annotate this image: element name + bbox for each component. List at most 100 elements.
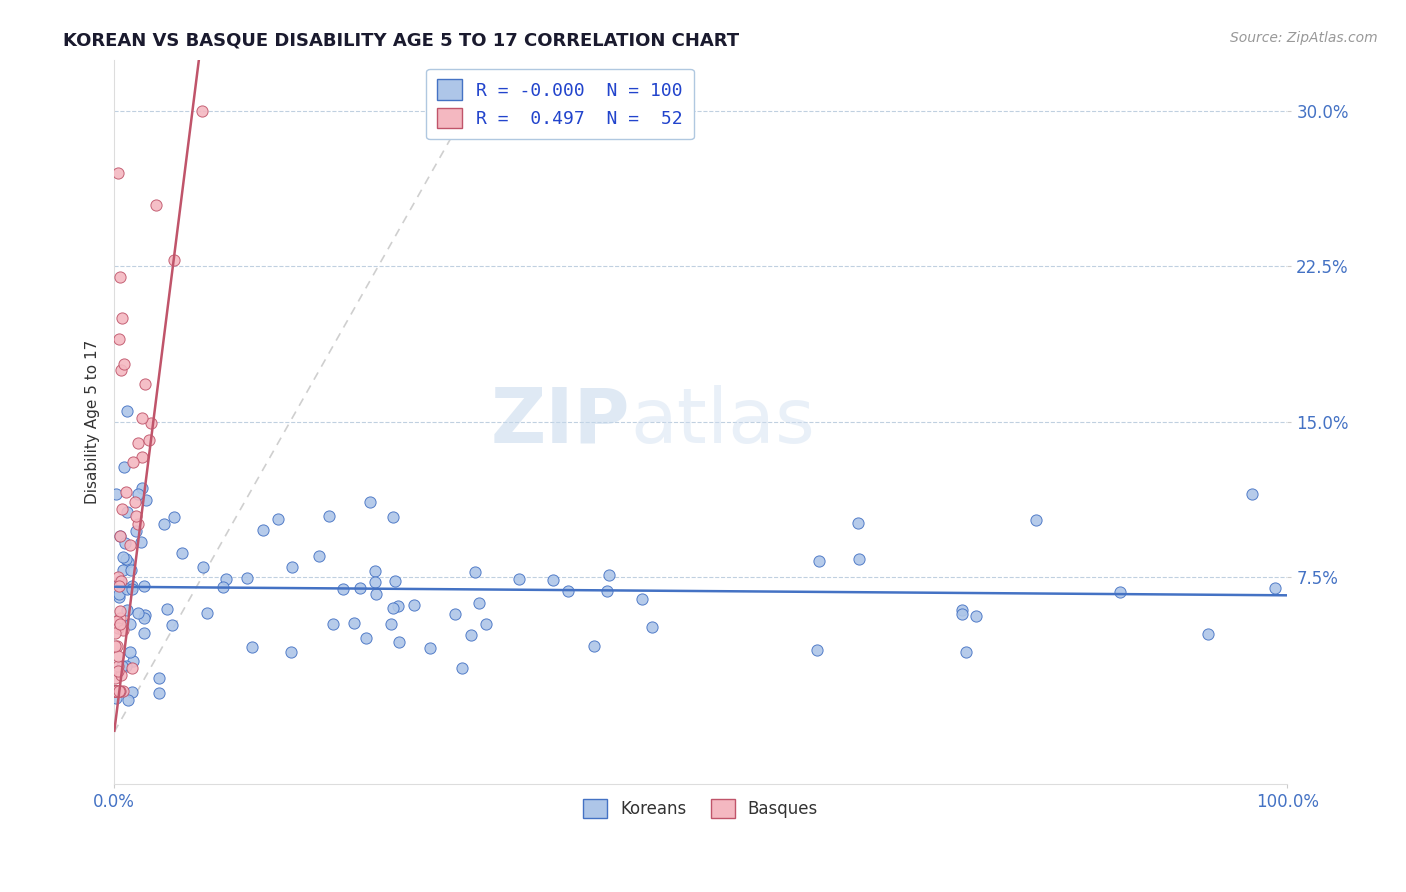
Point <box>163 253 186 268</box>
Point <box>110 529 132 543</box>
Point <box>131 410 153 425</box>
Point <box>108 683 131 698</box>
Point <box>110 604 132 618</box>
Point <box>105 640 128 654</box>
Point <box>117 693 139 707</box>
Point <box>132 579 155 593</box>
Point <box>464 565 486 579</box>
Point <box>110 574 132 588</box>
Point <box>450 661 472 675</box>
Text: ZIP: ZIP <box>491 384 630 458</box>
Point <box>108 683 131 698</box>
Point <box>115 505 138 519</box>
Point <box>105 614 128 628</box>
Point <box>252 523 274 537</box>
Point <box>104 639 127 653</box>
Point <box>104 683 127 698</box>
Point <box>107 659 129 673</box>
Point <box>107 648 129 663</box>
Point <box>105 487 128 501</box>
Point <box>281 559 304 574</box>
Y-axis label: Disability Age 5 to 17: Disability Age 5 to 17 <box>86 340 100 504</box>
Point <box>131 481 153 495</box>
Point <box>118 538 141 552</box>
Point <box>848 552 870 566</box>
Point <box>108 269 131 284</box>
Point <box>349 581 371 595</box>
Point <box>134 376 156 391</box>
Point <box>134 626 156 640</box>
Point <box>356 631 378 645</box>
Point <box>1025 513 1047 527</box>
Point <box>163 509 186 524</box>
Point <box>105 683 128 698</box>
Point <box>364 564 387 578</box>
Point <box>381 600 404 615</box>
Point <box>110 529 132 543</box>
Point <box>170 546 193 560</box>
Point <box>631 592 654 607</box>
Point <box>404 599 426 613</box>
Point <box>808 554 831 568</box>
Point <box>104 626 127 640</box>
Point <box>846 516 869 531</box>
Point <box>120 617 142 632</box>
Point <box>115 659 138 673</box>
Point <box>156 602 179 616</box>
Point <box>114 536 136 550</box>
Point <box>108 610 131 624</box>
Point <box>129 535 152 549</box>
Point <box>107 587 129 601</box>
Point <box>125 524 148 538</box>
Point <box>1109 584 1132 599</box>
Point <box>359 495 381 509</box>
Point <box>127 517 149 532</box>
Point <box>110 574 132 588</box>
Point <box>215 572 238 586</box>
Point <box>120 563 142 577</box>
Point <box>117 555 139 569</box>
Point <box>419 641 441 656</box>
Point <box>104 683 127 698</box>
Point <box>118 644 141 658</box>
Point <box>112 460 135 475</box>
Point <box>641 620 664 634</box>
Point <box>364 587 387 601</box>
Text: Source: ZipAtlas.com: Source: ZipAtlas.com <box>1230 31 1378 45</box>
Point <box>114 357 136 371</box>
Point <box>111 501 134 516</box>
Point <box>332 582 354 596</box>
Point <box>115 404 138 418</box>
Point <box>121 579 143 593</box>
Point <box>322 616 344 631</box>
Point <box>127 606 149 620</box>
Legend: Koreans, Basques: Koreans, Basques <box>575 790 827 826</box>
Point <box>108 683 131 698</box>
Point <box>107 580 129 594</box>
Point <box>950 607 973 621</box>
Point <box>387 599 409 614</box>
Point <box>115 551 138 566</box>
Point <box>541 573 564 587</box>
Point <box>308 549 330 563</box>
Point <box>121 660 143 674</box>
Point <box>112 562 135 576</box>
Point <box>124 495 146 509</box>
Point <box>104 690 127 705</box>
Point <box>115 582 138 597</box>
Point <box>318 508 340 523</box>
Point <box>104 671 127 685</box>
Point <box>104 683 127 698</box>
Point <box>460 627 482 641</box>
Point <box>122 654 145 668</box>
Point <box>388 635 411 649</box>
Point <box>596 583 619 598</box>
Text: atlas: atlas <box>630 384 815 458</box>
Point <box>468 596 491 610</box>
Point <box>107 166 129 180</box>
Point <box>110 363 132 377</box>
Point <box>111 580 134 594</box>
Point <box>148 685 170 699</box>
Point <box>195 606 218 620</box>
Point <box>107 683 129 698</box>
